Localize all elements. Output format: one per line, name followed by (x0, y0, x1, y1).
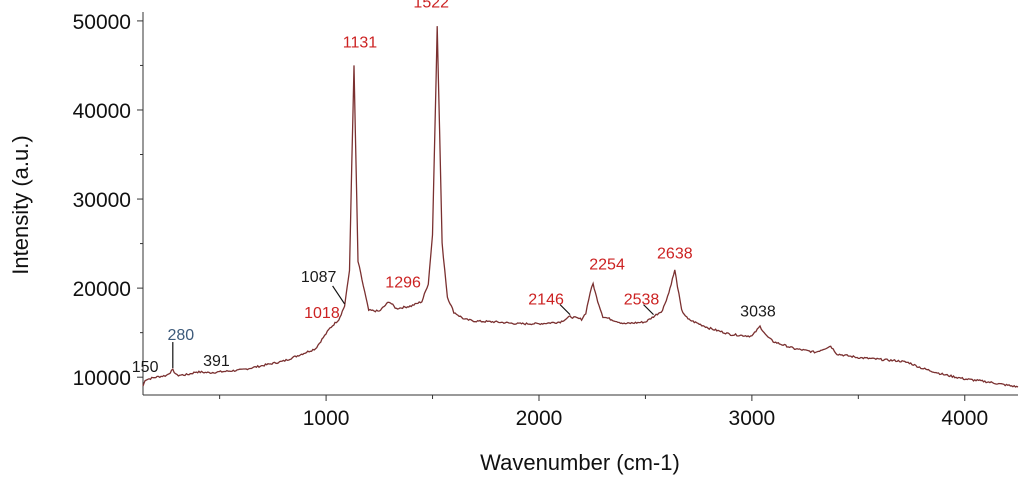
x-tick-label: 1000 (303, 407, 350, 430)
peak-label-1018: 1018 (304, 305, 340, 322)
peak-label-2254: 2254 (589, 257, 625, 274)
peak-label-2538: 2538 (624, 292, 660, 309)
leader-line-2146 (559, 304, 571, 316)
peak-label-2146: 2146 (528, 292, 564, 309)
peak-label-1087: 1087 (301, 269, 337, 286)
y-axis-title: Intensity (a.u.) (8, 135, 33, 274)
peak-label-150: 150 (132, 359, 159, 376)
peak-label-1522: 1522 (413, 0, 449, 11)
peak-label-1131: 1131 (343, 34, 378, 51)
y-tick-label: 10000 (73, 367, 131, 390)
x-tick-label: 3000 (729, 407, 776, 430)
peak-label-2638: 2638 (657, 245, 693, 262)
y-tick-label: 20000 (73, 278, 131, 301)
y-tick-label: 30000 (73, 189, 131, 212)
peak-label-391: 391 (203, 353, 230, 370)
axes (142, 12, 1018, 396)
leader-line-2538 (643, 304, 654, 316)
spectrum-line (142, 26, 1019, 388)
peak-label-1296: 1296 (385, 274, 421, 291)
leader-line-1087 (332, 285, 346, 305)
x-tick-label: 2000 (516, 407, 563, 430)
peak-labels: 150 280 391 1018 1087 1131 1296 1522 2146 2254 253… (132, 0, 776, 376)
y-tick-label: 40000 (73, 100, 131, 123)
y-tick-label: 50000 (73, 11, 131, 34)
x-ticks: 1000 2000 3000 4000 (219, 395, 988, 430)
y-ticks: 10000 20000 30000 40000 50000 (73, 11, 143, 390)
x-axis-title: Wavenumber (cm-1) (480, 450, 680, 475)
peak-label-3038: 3038 (740, 303, 776, 320)
peak-label-280: 280 (167, 327, 194, 344)
x-tick-label: 4000 (941, 407, 988, 430)
